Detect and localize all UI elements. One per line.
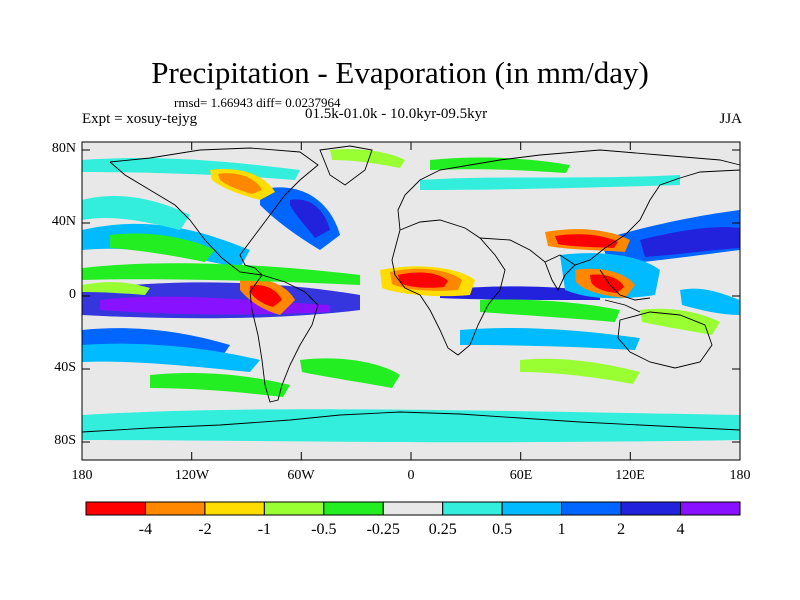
lat-label-0: 0 [69,287,76,302]
lat-label-40n: 40N [51,214,76,229]
colorbar-label: 2 [617,521,626,538]
stats-label: rmsd= 1.66943 diff= 0.0237964 [174,95,341,110]
colorbar-swatch [204,501,265,516]
colorbar-label: 4 [676,521,685,538]
colorbar-swatch [144,501,206,516]
lon-label-120e: 120E [615,468,645,483]
experiment-label: Expt = xosuy-tejyg [82,111,198,127]
colorbar-label: 0.25 [428,521,457,538]
precip-field [82,149,740,443]
colorbar-swatch [382,501,444,516]
colorbar-swatch [561,501,622,516]
lon-ticks [191,142,631,460]
lat-label-80s: 80S [54,433,76,448]
colorbar-label: -2 [198,521,212,538]
season-label: JJA [719,111,742,127]
colorbar [85,501,741,516]
lon-label-180e: 180 [729,468,751,483]
colorbar-label: 0.5 [492,521,513,538]
colorbar-swatch [680,501,741,516]
lon-label-120w: 120W [174,468,210,483]
coastlines [81,145,741,433]
colorbar-swatch [620,501,682,516]
colorbar-label: -1 [257,521,272,538]
colorbar-label: 1 [557,521,566,538]
colorbar-swatch [323,501,384,516]
period-label: 01.5k-01.0k - 10.0kyr-09.5kyr [305,106,488,122]
lat-label-80n: 80N [51,141,76,156]
colorbar-swatch [263,501,325,516]
colorbar-swatch [501,501,563,516]
lon-label-60w: 60W [287,468,315,483]
lon-label-0: 0 [407,468,415,483]
colorbar-label: -4 [138,521,153,538]
colorbar-swatch [442,501,503,516]
lon-label-60e: 60E [509,468,533,483]
plot-title: Precipitation - Evaporation (in mm/day) [151,55,649,90]
colorbar-label: -0.5 [311,521,337,538]
lon-label-180w: 180 [71,468,93,483]
colorbar-label: -0.25 [366,521,400,538]
colorbar-swatch [85,501,146,516]
lat-ticks [82,149,740,443]
lat-label-40s: 40S [54,360,76,375]
